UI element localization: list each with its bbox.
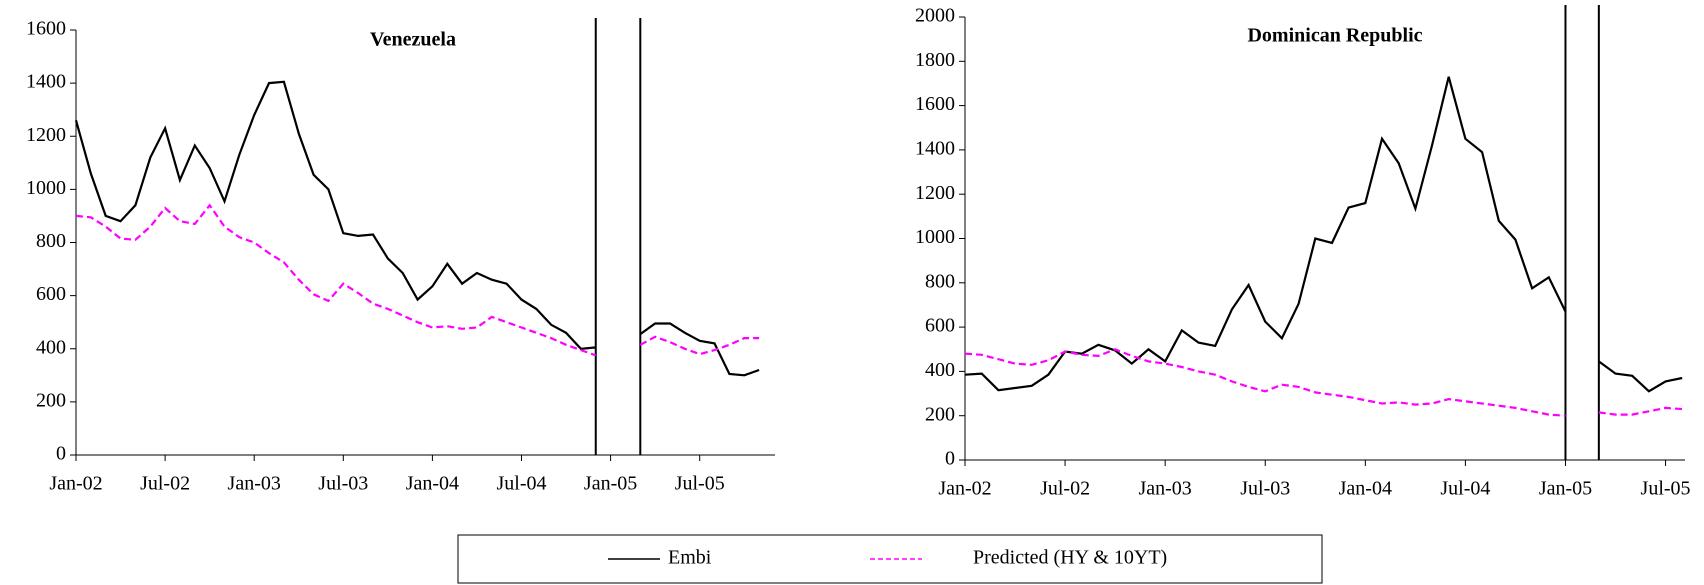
legend-label: Embi xyxy=(668,547,712,569)
y-tick-label: 0 xyxy=(56,443,66,465)
x-tick-label: Jan-02 xyxy=(938,478,991,500)
x-tick-label: Jul-05 xyxy=(675,473,725,495)
y-tick-label: 1600 xyxy=(26,18,66,40)
y-tick-label: 0 xyxy=(945,448,955,470)
legend-box xyxy=(457,534,1323,584)
y-tick-label: 1600 xyxy=(915,93,955,115)
series-line xyxy=(964,348,1683,417)
x-tick-label: Jan-05 xyxy=(1539,478,1592,500)
y-tick-label: 1800 xyxy=(915,49,955,71)
y-tick-label: 1400 xyxy=(26,71,66,93)
legend-label: Predicted (HY & 10YT) xyxy=(973,547,1167,569)
y-tick-label: 1000 xyxy=(26,177,66,199)
x-tick-label: Jul-05 xyxy=(1641,478,1691,500)
x-tick-label: Jan-04 xyxy=(1339,478,1392,500)
y-tick-label: 200 xyxy=(925,403,955,425)
series-line xyxy=(75,203,760,357)
x-tick-label: Jan-03 xyxy=(228,473,281,495)
y-tick-label: 2000 xyxy=(915,5,955,27)
x-tick-label: Jan-04 xyxy=(406,473,459,495)
series-line xyxy=(964,76,1683,393)
y-tick-label: 800 xyxy=(36,230,66,252)
x-tick-label: Jul-04 xyxy=(497,473,547,495)
x-tick-label: Jul-04 xyxy=(1440,478,1490,500)
y-tick-label: 400 xyxy=(36,336,66,358)
x-tick-label: Jul-02 xyxy=(1040,478,1090,500)
x-tick-label: Jul-03 xyxy=(318,473,368,495)
y-tick-label: 1400 xyxy=(915,137,955,159)
x-tick-label: Jan-03 xyxy=(1138,478,1191,500)
chart-title: Venezuela xyxy=(370,29,456,51)
x-tick-label: Jan-05 xyxy=(584,473,637,495)
x-tick-label: Jul-03 xyxy=(1240,478,1290,500)
x-tick-label: Jul-02 xyxy=(140,473,190,495)
series-line xyxy=(74,80,760,377)
chart-title: Dominican Republic xyxy=(1247,25,1422,47)
x-tick-label: Jan-02 xyxy=(49,473,102,495)
y-tick-label: 600 xyxy=(36,283,66,305)
y-tick-label: 800 xyxy=(925,270,955,292)
y-tick-label: 1000 xyxy=(915,226,955,248)
y-tick-label: 1200 xyxy=(26,124,66,146)
y-tick-label: 1200 xyxy=(915,182,955,204)
y-tick-label: 400 xyxy=(925,359,955,381)
y-tick-label: 200 xyxy=(36,389,66,411)
y-tick-label: 600 xyxy=(925,315,955,337)
